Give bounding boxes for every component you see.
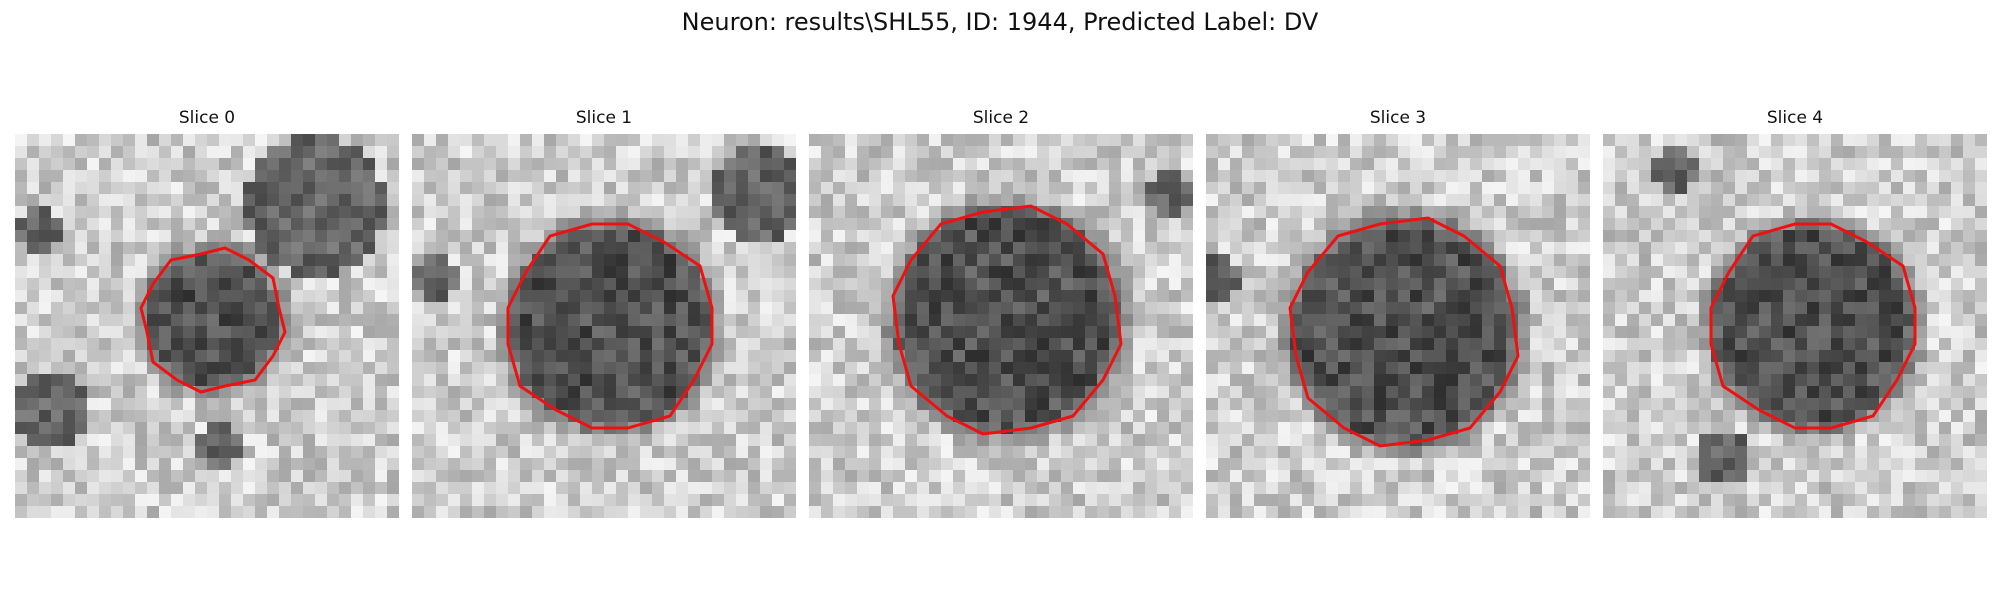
soma-contour [1709, 222, 1917, 430]
slice-title-1: Slice 1 [575, 108, 633, 128]
figure-title: Neuron: results\SHL55, ID: 1944, Predict… [681, 8, 1319, 36]
soma-contour [891, 204, 1123, 436]
slice-image-1 [412, 134, 796, 518]
soma-contour [506, 222, 714, 430]
slice-image-3 [1206, 134, 1590, 518]
slice-image-4 [1603, 134, 1987, 518]
slice-image-0 [15, 134, 399, 518]
slice-image-2 [809, 134, 1193, 518]
slice-title-4: Slice 4 [1766, 108, 1824, 128]
soma-contour [139, 246, 287, 394]
slice-title-2: Slice 2 [972, 108, 1030, 128]
soma-contour [1288, 216, 1520, 448]
slice-title-3: Slice 3 [1369, 108, 1427, 128]
slice-title-0: Slice 0 [178, 108, 236, 128]
